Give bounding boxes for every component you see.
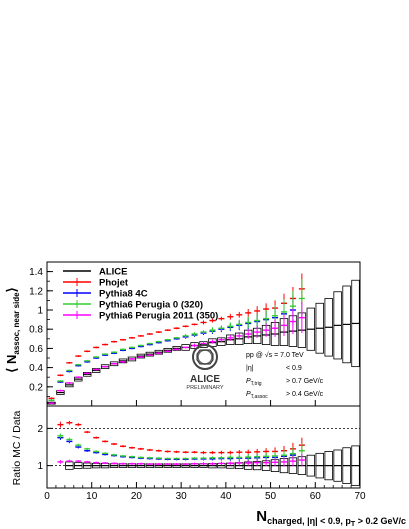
pt-trig-label: PT,trig [246, 378, 262, 387]
legend-label: Pythia6 Perugia 2011 (350) [99, 311, 218, 322]
main-y-tick-label: 0.4 [29, 363, 43, 374]
main-data-layer [47, 273, 360, 405]
pt-trig-value: > 0.7 GeV/c [286, 378, 324, 385]
x-axis-label: Ncharged, |η| < 0.9, pT > 0.2 GeV/c [256, 508, 406, 528]
x-tick-label: 40 [220, 491, 232, 502]
energy-annotation: pp @ √s = 7.0 TeV [246, 351, 304, 359]
main-y-tick-label: 1.2 [29, 286, 43, 297]
ratio-y-tick-label: 2 [37, 424, 43, 435]
x-tick-label: 30 [176, 491, 188, 502]
eta-value: < 0.9 [286, 365, 302, 372]
ratio-ylabel: Ratio MC / Data [11, 411, 23, 486]
legend-label: Pythia8 4C [99, 289, 148, 300]
main-y-tick-label: 0.6 [29, 344, 43, 355]
kinematic-annotations: pp @ √s = 7.0 TeV |η| < 0.9 PT,trig > 0.… [246, 351, 324, 400]
alice-logo-subtext: PRELIMINARY [186, 385, 224, 391]
alice-logo-octagon [196, 349, 214, 365]
ratio-plot-frame [46, 405, 361, 489]
legend-label: ALICE [99, 267, 128, 278]
main-y-tick-label: 1.4 [29, 267, 43, 278]
legend-label: Pythia6 Perugia 0 (320) [99, 300, 203, 311]
alice-logo: ALICE PRELIMINARY [186, 344, 224, 391]
alice-logo-ring [192, 344, 218, 370]
main-y-tick-label: 1 [37, 306, 43, 317]
x-tick-label: 60 [310, 491, 322, 502]
alice-logo-text: ALICE [190, 374, 220, 385]
legend-label: Phojet [99, 278, 129, 289]
pt-assoc-label: PT,assoc [246, 391, 268, 400]
alice-logo-ring-inner [197, 349, 213, 365]
x-tick-label: 70 [354, 491, 366, 502]
pt-assoc-value: > 0.4 GeV/c [286, 391, 324, 398]
x-tick-label: 10 [86, 491, 98, 502]
ratio-data-layer [47, 420, 360, 486]
main-y-tick-label: 0.2 [29, 382, 43, 393]
x-tick-label: 20 [131, 491, 143, 502]
ratio-y-tick-label: 1 [37, 461, 43, 472]
main-y-tick-label: 0.8 [29, 325, 43, 336]
main-ylabel: ⟨ Nassoc, near side⟩ [4, 287, 21, 372]
x-tick-label: 0 [44, 491, 50, 502]
x-tick-label: 50 [265, 491, 277, 502]
eta-label: |η| [246, 365, 254, 372]
